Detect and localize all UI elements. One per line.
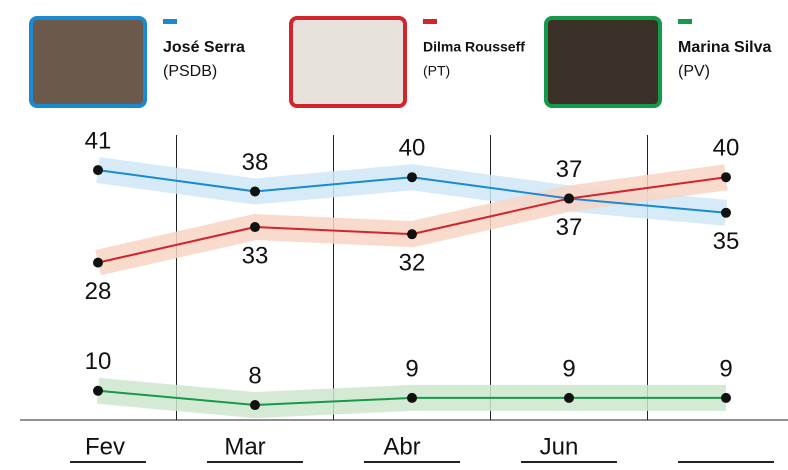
legend-swatch xyxy=(423,19,437,24)
data-label: 40 xyxy=(713,135,740,162)
data-point xyxy=(407,393,417,403)
data-label: 35 xyxy=(713,228,740,255)
data-label: 37 xyxy=(556,156,583,183)
chart: José Serra (PSDB) Dilma Rousseff (PT) Marina… xyxy=(0,0,788,470)
legend-party: (PSDB) xyxy=(163,63,217,80)
legend-swatch xyxy=(163,19,177,24)
data-point xyxy=(564,393,574,403)
data-label: 41 xyxy=(85,127,112,154)
data-point xyxy=(721,208,731,218)
data-label: 9 xyxy=(405,355,418,382)
data-label: 38 xyxy=(242,149,269,176)
data-label: 37 xyxy=(556,214,583,241)
data-label: 10 xyxy=(85,348,112,375)
data-label: 8 xyxy=(248,362,261,389)
legend-name: Marina Silva xyxy=(678,39,771,56)
data-label: 28 xyxy=(85,278,112,305)
data-point xyxy=(564,194,574,204)
data-point xyxy=(407,172,417,182)
x-tick-label: Mar xyxy=(224,433,265,460)
legend-photos xyxy=(31,18,660,106)
data-point xyxy=(93,386,103,396)
x-tick-label: Abr xyxy=(383,433,420,460)
data-point xyxy=(407,229,417,239)
x-tick-label: Fev xyxy=(85,433,125,460)
data-label: 33 xyxy=(242,242,269,269)
legend-party: (PT) xyxy=(423,63,450,79)
data-label: 40 xyxy=(399,135,426,162)
data-point xyxy=(250,186,260,196)
data-point xyxy=(250,400,260,410)
legend-name: José Serra xyxy=(163,39,245,56)
data-point xyxy=(721,393,731,403)
legend-swatch xyxy=(678,19,692,24)
data-point xyxy=(721,172,731,182)
photo xyxy=(291,18,405,106)
data-point xyxy=(93,258,103,268)
legend-name: Dilma Rousseff xyxy=(423,39,525,55)
data-label: 32 xyxy=(399,250,426,277)
photo xyxy=(31,18,145,106)
legend-party: (PV) xyxy=(678,63,710,80)
data-point xyxy=(93,165,103,175)
data-label: 9 xyxy=(719,355,732,382)
photo xyxy=(546,18,660,106)
data-label: 9 xyxy=(562,355,575,382)
data-point xyxy=(250,222,260,232)
x-tick-label: Jun xyxy=(540,433,579,460)
